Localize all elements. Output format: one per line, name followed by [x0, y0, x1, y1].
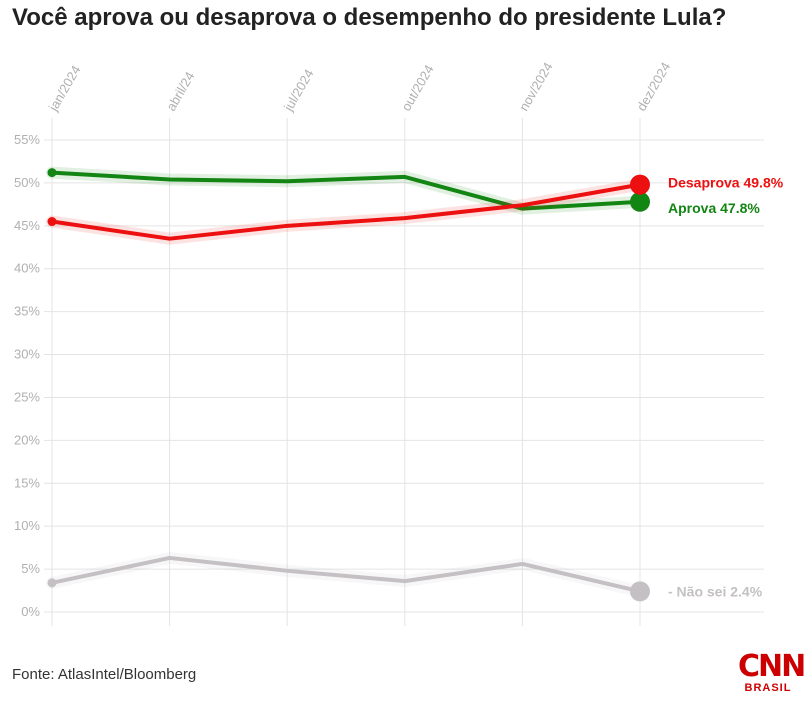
- y-tick-label: 15%: [14, 475, 40, 490]
- data-point: [47, 168, 57, 178]
- x-axis: jan/2024 abril/24 jul/2024 out/2024 nov/2024…: [45, 60, 673, 115]
- y-tick-label: 20%: [14, 432, 40, 447]
- y-tick-label: 5%: [21, 561, 40, 576]
- series-line: [50, 170, 642, 211]
- x-tick-label: jul/2024: [280, 67, 316, 115]
- series-line: [50, 182, 642, 241]
- x-tick-label: jan/2024: [45, 63, 83, 115]
- source-note: Fonte: AtlasIntel/Bloomberg: [12, 666, 197, 683]
- cnn-brasil-logo: CNN BRASIL: [738, 649, 806, 695]
- series-end-marker: [630, 191, 650, 212]
- logo-subtitle: BRASIL: [744, 682, 792, 694]
- y-tick-label: 50%: [14, 175, 40, 190]
- x-tick-label: out/2024: [398, 62, 436, 113]
- chart-title: Você aprova ou desaprova o desempenho do…: [12, 4, 727, 31]
- y-tick-label: 45%: [14, 218, 40, 233]
- data-point: [167, 555, 172, 560]
- data-point: [285, 179, 290, 184]
- data-point: [402, 579, 407, 584]
- data-point: [285, 568, 290, 573]
- series-layer: [46, 166, 650, 602]
- x-tick-label: abril/24: [163, 69, 197, 113]
- end-labels: Aprova 47.8% Desaprova 49.8% - Não sei 2.4…: [668, 175, 784, 600]
- y-tick-label: 0%: [21, 604, 40, 619]
- series-line: [50, 555, 642, 594]
- data-point: [520, 561, 525, 566]
- series-end-marker: [630, 174, 650, 195]
- data-point: [47, 217, 57, 227]
- series-end-marker: [630, 581, 650, 602]
- y-tick-label: 30%: [14, 347, 40, 362]
- series-end-label: - Não sei 2.4%: [668, 583, 763, 599]
- data-point: [402, 216, 407, 221]
- y-tick-label: 25%: [14, 389, 40, 404]
- data-point: [402, 174, 407, 179]
- grid-layer: [44, 118, 764, 626]
- logo-wordmark: CNN: [738, 649, 806, 684]
- x-tick-label: dez/2024: [634, 60, 674, 114]
- data-point: [47, 578, 57, 588]
- y-tick-label: 10%: [14, 518, 40, 533]
- y-axis: 0% 5% 10% 15% 20% 25% 30% 35% 40% 45% 50% 55%: [14, 132, 40, 619]
- series-end-label: Aprova 47.8%: [668, 200, 760, 216]
- data-point: [167, 177, 172, 182]
- data-point: [285, 223, 290, 228]
- y-tick-label: 40%: [14, 261, 40, 276]
- series-end-label: Desaprova 49.8%: [668, 175, 784, 191]
- x-tick-label: nov/2024: [516, 60, 556, 114]
- data-point: [167, 236, 172, 241]
- y-tick-label: 55%: [14, 132, 40, 147]
- data-point: [520, 203, 525, 208]
- y-tick-label: 35%: [14, 304, 40, 319]
